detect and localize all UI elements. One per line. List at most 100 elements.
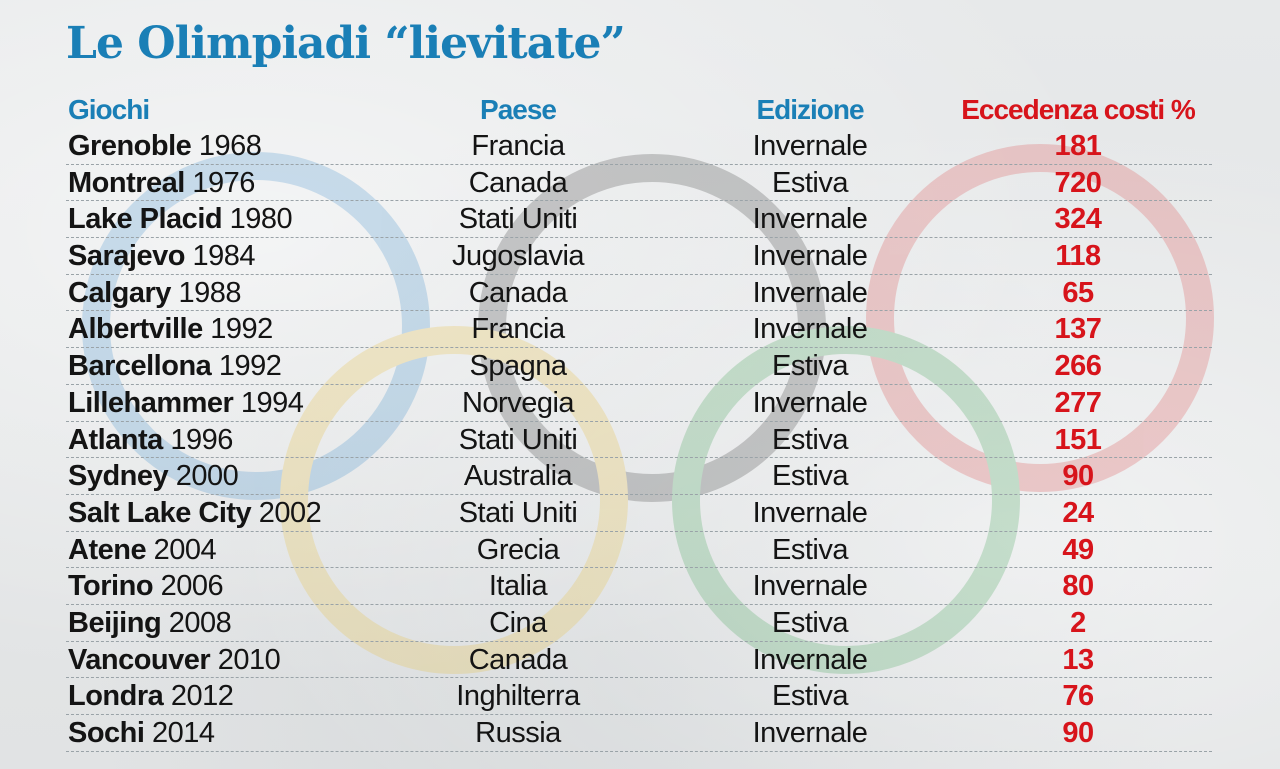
games-year: 2002 (258, 496, 322, 529)
city-name: Montreal (68, 166, 185, 199)
edition-cell: Invernale (752, 276, 868, 309)
cost-overrun-value: 90 (1062, 460, 1094, 493)
ring-blue (82, 152, 430, 500)
city-name: Sochi (68, 717, 145, 749)
games-cell: Calgary 1988 (68, 275, 241, 311)
city-name: Atlanta (68, 423, 163, 456)
games-cell: Montreal 1976 (68, 165, 255, 201)
games-cell: Lake Placid 1980 (68, 201, 293, 237)
country-cell: Inghilterra (456, 680, 580, 713)
city-name: Torino (68, 570, 154, 603)
city-name: Barcellona (68, 350, 212, 383)
table-row: Barcellona 1992 Spagna Estiva 266 (66, 348, 1212, 385)
country-cell: Stati Uniti (458, 496, 578, 529)
edition-cell: Estiva (772, 423, 848, 456)
games-year: 2004 (153, 533, 217, 566)
ring-black (478, 154, 826, 502)
cost-overrun-table: Giochi Paese Edizione Eccedenza costi % … (66, 92, 1212, 752)
games-cell: Torino 2006 (68, 568, 224, 604)
table-row: Albertville 1992 Francia Invernale 137 (66, 311, 1212, 348)
edition-cell: Invernale (752, 717, 868, 749)
country-cell: Russia (475, 717, 561, 749)
header-cost-overrun: Eccedenza costi % (961, 94, 1196, 125)
table-row: Atlanta 1996 Stati Uniti Estiva 151 (66, 422, 1212, 459)
city-name: Sydney (68, 460, 169, 493)
cost-overrun-value: 76 (1062, 680, 1094, 713)
table-row: Londra 2012 Inghilterra Estiva 76 (66, 678, 1212, 715)
cost-overrun-value: 80 (1062, 570, 1094, 603)
edition-cell: Invernale (752, 313, 868, 346)
games-cell: Beijing 2008 (68, 605, 232, 641)
ring-red (866, 144, 1214, 492)
games-year: 2012 (170, 680, 234, 713)
games-cell: Sochi 2014 (68, 715, 215, 751)
country-cell: Jugoslavia (451, 240, 585, 273)
edition-cell: Estiva (772, 460, 848, 493)
cost-overrun-value: 266 (1054, 350, 1102, 383)
edition-cell: Invernale (752, 496, 868, 529)
cost-overrun-value: 151 (1054, 423, 1102, 456)
games-year: 2008 (168, 606, 232, 639)
country-cell: Norvegia (461, 386, 575, 419)
table-row: Lillehammer 1994 Norvegia Invernale 277 (66, 385, 1212, 422)
games-cell: Sarajevo 1984 (68, 238, 255, 274)
edition-cell: Invernale (752, 386, 868, 419)
cost-overrun-value: 13 (1062, 643, 1094, 676)
country-cell: Francia (471, 130, 565, 162)
ring-green (672, 326, 1020, 674)
table-row: Montreal 1976 Canada Estiva 720 (66, 165, 1212, 202)
games-cell: Salt Lake City 2002 (68, 495, 322, 531)
games-year: 1976 (192, 166, 255, 199)
table-row: Vancouver 2010 Canada Invernale 13 (66, 642, 1212, 679)
cost-overrun-value: 49 (1062, 533, 1094, 566)
table-row: Sarajevo 1984 Jugoslavia Invernale 118 (66, 238, 1212, 275)
games-year: 2000 (175, 460, 239, 493)
country-cell: Stati Uniti (458, 203, 578, 236)
games-cell: Sydney 2000 (68, 458, 239, 494)
table-row: Beijing 2008 Cina Estiva 2 (66, 605, 1212, 642)
edition-cell: Invernale (752, 240, 868, 273)
table-row: Sochi 2014 Russia Invernale 90 (66, 715, 1212, 752)
games-cell: Grenoble 1968 (68, 128, 262, 164)
header-country: Paese (480, 94, 557, 125)
country-cell: Cina (489, 606, 547, 639)
games-year: 1996 (170, 423, 233, 456)
games-year: 1984 (192, 240, 255, 273)
table-row: Sydney 2000 Australia Estiva 90 (66, 458, 1212, 495)
games-year: 1992 (218, 350, 282, 383)
table-row: Torino 2006 Italia Invernale 80 (66, 568, 1212, 605)
city-name: Beijing (68, 606, 162, 639)
edition-cell: Estiva (772, 680, 848, 713)
city-name: Calgary (68, 276, 171, 309)
country-cell: Francia (471, 313, 565, 346)
edition-cell: Estiva (772, 166, 848, 199)
header-edition: Edizione (756, 94, 864, 125)
table-row: Lake Placid 1980 Stati Uniti Invernale 324 (66, 201, 1212, 238)
table-row: Atene 2004 Grecia Estiva 49 (66, 532, 1212, 569)
cost-overrun-value: 277 (1054, 386, 1102, 419)
games-year: 1980 (229, 203, 293, 236)
country-cell: Canada (468, 166, 568, 199)
country-cell: Italia (488, 570, 548, 603)
city-name: Londra (68, 680, 164, 713)
games-cell: Londra 2012 (68, 678, 234, 714)
games-year: 1988 (178, 276, 241, 309)
city-name: Grenoble (68, 130, 192, 162)
city-name: Albertville (68, 313, 203, 346)
table-body: Grenoble 1968 Francia Invernale 181 Montreal… (66, 128, 1212, 752)
games-year: 2006 (160, 570, 224, 603)
page-title: Le Olimpiadi “lievitate” (66, 18, 626, 69)
games-cell: Atene 2004 (68, 532, 217, 568)
city-name: Atene (68, 533, 147, 566)
cost-overrun-value: 90 (1062, 717, 1094, 749)
city-name: Lake Placid (68, 203, 223, 236)
edition-cell: Invernale (752, 643, 868, 676)
header-games: Giochi (68, 94, 150, 125)
cost-overrun-value: 181 (1054, 130, 1102, 162)
table-row: Calgary 1988 Canada Invernale 65 (66, 275, 1212, 312)
city-name: Vancouver (68, 643, 211, 676)
city-name: Lillehammer (68, 386, 234, 419)
edition-cell: Estiva (772, 606, 848, 639)
cost-overrun-value: 720 (1054, 166, 1102, 199)
country-cell: Australia (463, 460, 573, 493)
